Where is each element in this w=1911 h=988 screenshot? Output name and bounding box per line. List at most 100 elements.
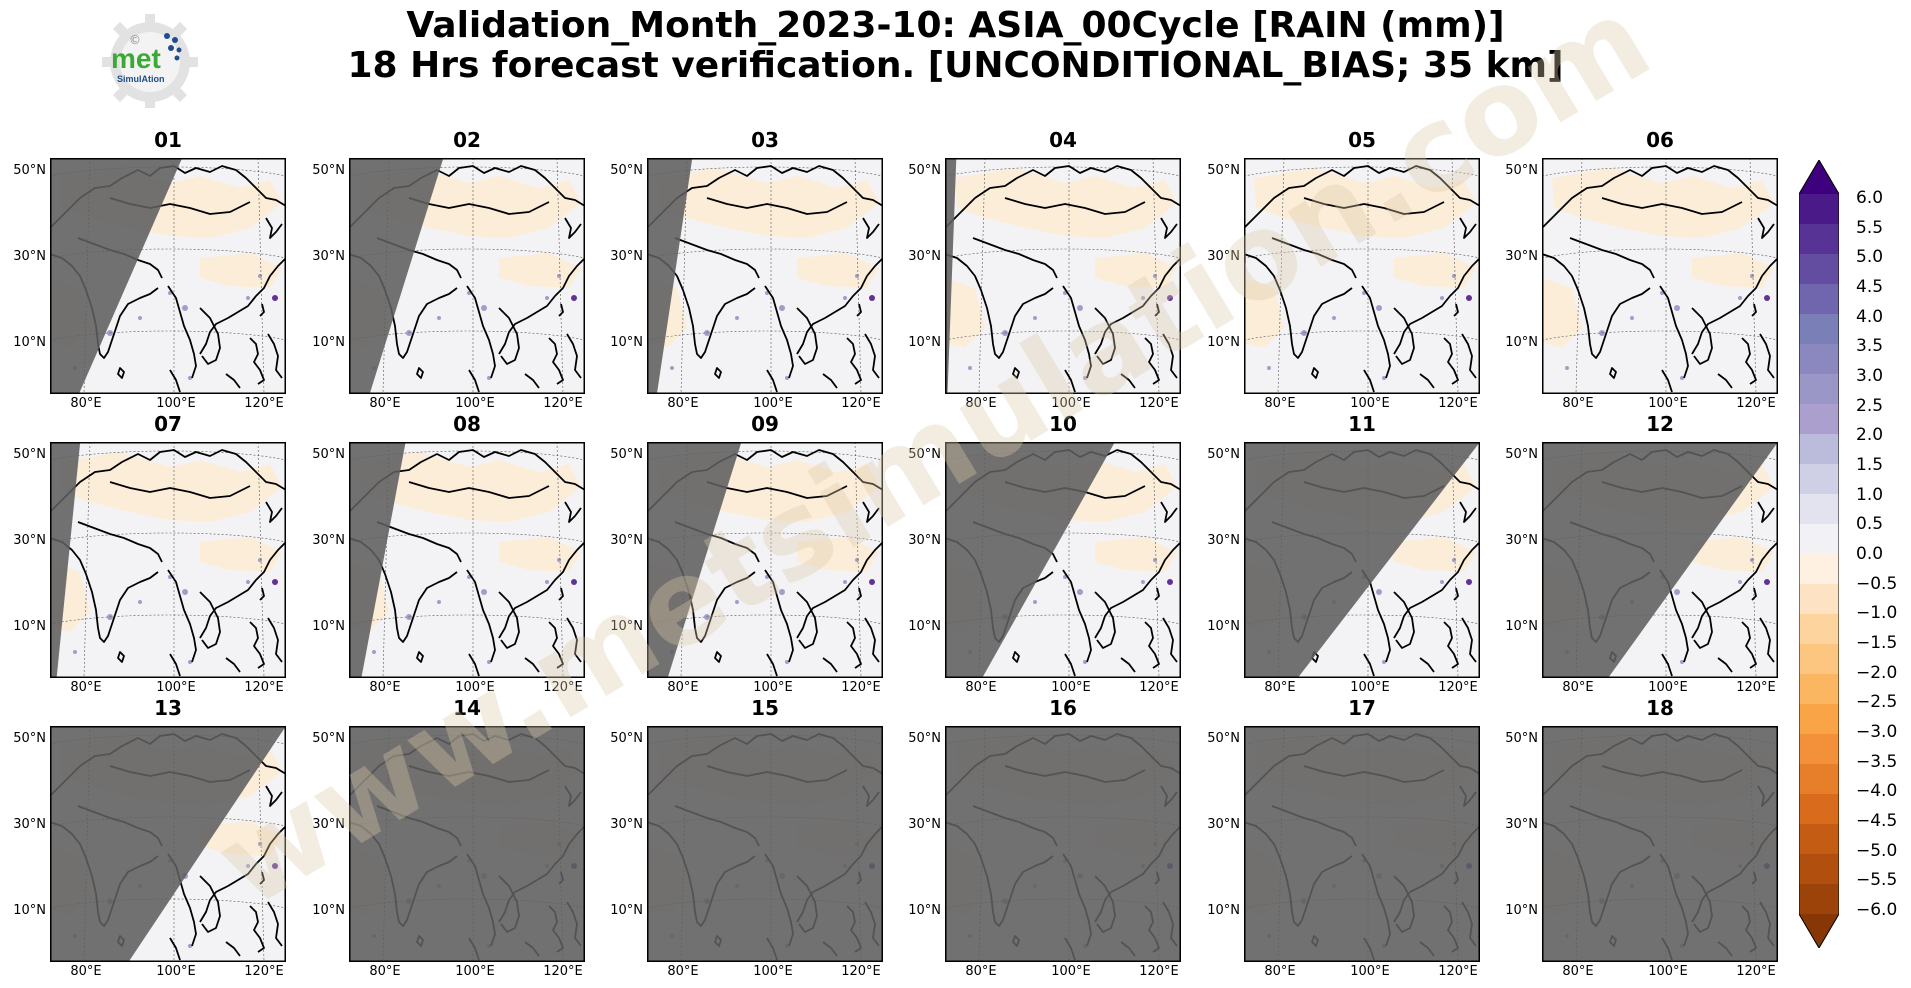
coastline xyxy=(1419,373,1435,389)
positive-bias-spot xyxy=(246,296,250,300)
coastline xyxy=(566,617,582,663)
lon-tick-label: 100°E xyxy=(156,964,196,979)
positive-bias-spot xyxy=(182,589,188,595)
positive-bias-spot xyxy=(735,600,739,604)
graticule-line xyxy=(257,158,265,394)
positive-bias-spot xyxy=(545,296,549,300)
lon-tick-label: 100°E xyxy=(1350,680,1390,695)
coastline xyxy=(199,825,286,923)
colorbar-segment xyxy=(1799,524,1839,555)
positive-bias-spot xyxy=(1167,295,1173,301)
colorbar-tick-label: −2.0 xyxy=(1856,662,1898,683)
positive-bias-spot xyxy=(272,579,278,585)
coastline xyxy=(1064,369,1076,393)
colorbar-tick-label: 4.5 xyxy=(1856,277,1884,297)
positive-bias-spot xyxy=(258,558,262,562)
night-shade xyxy=(1244,726,1480,962)
map-frame xyxy=(1542,442,1778,678)
map-frame xyxy=(50,442,286,678)
lat-tick-label: 50°N xyxy=(610,731,643,746)
lon-tick-label: 80°E xyxy=(1264,964,1296,979)
colorbar-extend-max xyxy=(1799,160,1839,194)
coastline xyxy=(199,307,221,365)
night-shade xyxy=(647,158,693,394)
coastline xyxy=(856,303,862,317)
coastline xyxy=(706,481,848,499)
coastline xyxy=(1244,165,1480,229)
coastline xyxy=(714,651,722,663)
coastline xyxy=(1461,617,1477,663)
map-panel-11 xyxy=(1244,442,1480,678)
graticule-line xyxy=(854,442,862,678)
lat-tick-label: 30°N xyxy=(13,249,46,264)
coastline xyxy=(225,657,241,673)
lat-tick-label: 10°N xyxy=(1207,903,1240,918)
negative-bias-region xyxy=(60,452,282,522)
map-panel-08 xyxy=(349,442,585,678)
night-shade xyxy=(50,442,81,678)
coastline xyxy=(167,569,197,663)
positive-bias-spot xyxy=(1382,660,1386,664)
colorbar-segment xyxy=(1799,494,1839,525)
coastline xyxy=(225,373,241,389)
coastline xyxy=(1004,197,1146,215)
coastline xyxy=(117,367,125,379)
negative-bias-region xyxy=(200,253,282,288)
colorbar-tick-label: −3.0 xyxy=(1856,722,1898,742)
lat-tick-label: 10°N xyxy=(610,335,643,350)
lat-tick-label: 30°N xyxy=(13,533,46,548)
coastline xyxy=(199,257,286,355)
panel-title-11: 11 xyxy=(1348,412,1376,436)
graticule-line xyxy=(1542,166,1778,177)
positive-bias-spot xyxy=(1033,316,1037,320)
colorbar-tick-label: −1.5 xyxy=(1856,633,1898,653)
lat-tick-label: 10°N xyxy=(1207,335,1240,350)
positive-bias-spot xyxy=(1764,579,1770,585)
colorbar-tick-label: 2.0 xyxy=(1856,425,1884,446)
map-frame xyxy=(1244,726,1480,962)
lon-tick-label: 80°E xyxy=(369,964,401,979)
colorbar-segment xyxy=(1799,434,1839,465)
lon-tick-label: 120°E xyxy=(244,396,284,411)
graticule-line xyxy=(1152,158,1160,394)
lon-tick-label: 80°E xyxy=(965,964,997,979)
positive-bias-spot xyxy=(272,863,278,869)
lat-tick-label: 50°N xyxy=(1505,447,1538,462)
coastline xyxy=(265,217,283,239)
graticule-line xyxy=(1542,248,1778,259)
coastline xyxy=(1759,617,1775,663)
lat-tick-label: 50°N xyxy=(13,163,46,178)
lon-tick-label: 100°E xyxy=(1051,396,1091,411)
coastline xyxy=(1094,307,1116,365)
negative-bias-region xyxy=(1692,537,1774,572)
coastline xyxy=(1741,337,1757,385)
map-panel-07 xyxy=(50,442,286,678)
positive-bias-spot xyxy=(670,366,674,370)
coastline xyxy=(862,501,880,523)
lat-tick-label: 50°N xyxy=(1505,163,1538,178)
lat-tick-label: 50°N xyxy=(610,163,643,178)
positive-bias-spot xyxy=(571,579,577,585)
positive-bias-spot xyxy=(869,579,875,585)
lon-tick-label: 120°E xyxy=(841,964,881,979)
positive-bias-spot xyxy=(855,558,859,562)
lat-tick-label: 10°N xyxy=(1505,619,1538,634)
negative-bias-region xyxy=(200,821,282,856)
coastline xyxy=(1542,253,1651,359)
panel-title-14: 14 xyxy=(453,696,481,720)
lat-tick-label: 50°N xyxy=(1207,731,1240,746)
coastline xyxy=(796,257,883,355)
positive-bias-spot xyxy=(1750,274,1754,278)
positive-bias-spot xyxy=(1077,305,1083,311)
coastline xyxy=(249,621,265,669)
map-frame xyxy=(50,726,286,962)
lat-tick-label: 10°N xyxy=(13,335,46,350)
map-frame xyxy=(349,158,585,394)
panel-title-13: 13 xyxy=(154,696,182,720)
positive-bias-spot xyxy=(1141,296,1145,300)
lat-tick-label: 30°N xyxy=(610,249,643,264)
map-panel-06 xyxy=(1542,158,1778,394)
lon-tick-label: 100°E xyxy=(753,964,793,979)
coastline xyxy=(169,937,181,961)
colorbar-segment xyxy=(1799,374,1839,405)
